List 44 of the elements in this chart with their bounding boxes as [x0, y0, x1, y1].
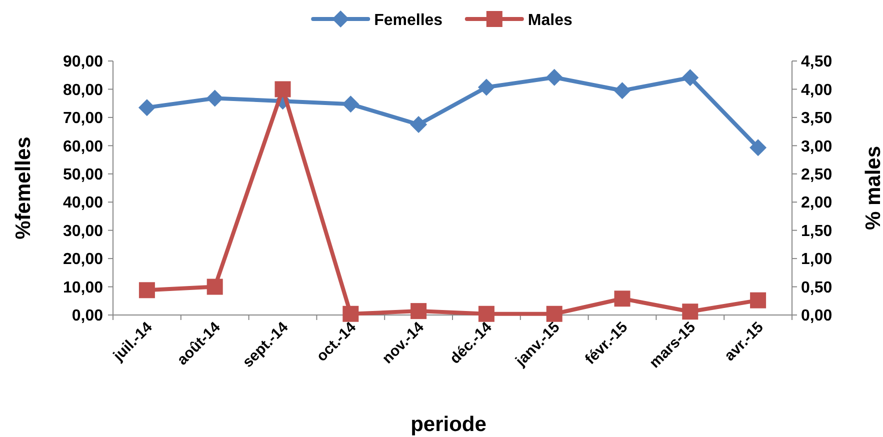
point: [138, 282, 155, 298]
point: [750, 292, 766, 308]
y-tick-label: 10,00: [62, 279, 104, 296]
point: [546, 68, 563, 86]
y-tick-label: 60,00: [62, 138, 104, 156]
y2-tick-label: 2,50: [801, 166, 832, 184]
point: [682, 304, 698, 320]
legend-label: Males: [528, 12, 572, 29]
point: [546, 306, 562, 322]
y-tick-label: 0,00: [72, 308, 104, 325]
point: [410, 116, 428, 133]
point: [750, 139, 767, 156]
point: [206, 278, 223, 295]
y2-axis-title: % males: [862, 146, 883, 230]
y-tick-label: 40,00: [62, 194, 104, 212]
point: [206, 90, 224, 107]
y-tick-label: 90,00: [62, 54, 104, 71]
point: [274, 81, 291, 98]
y-tick-label: 70,00: [62, 110, 104, 128]
y2-tick-label: 3,00: [801, 138, 832, 156]
y2-tick-label: 1,50: [801, 222, 832, 240]
y2-tick-label: 1,00: [801, 251, 832, 268]
y2-tick-label: 0,00: [801, 308, 832, 325]
x-axis-title: periode: [410, 413, 486, 436]
point: [614, 82, 631, 100]
point: [342, 306, 359, 322]
legend-label: Femelles: [374, 12, 443, 29]
y2-tick-label: 3,50: [801, 110, 832, 128]
point: [342, 96, 360, 113]
y-tick-label: 80,00: [62, 82, 104, 99]
point: [478, 78, 495, 96]
y-tick-label: 30,00: [62, 222, 104, 240]
y-tick-label: 20,00: [62, 251, 104, 268]
point: [478, 306, 494, 322]
y-axis-title: %femelles: [12, 136, 35, 240]
y2-tick-label: 2,00: [801, 194, 832, 212]
y2-tick-label: 0,50: [801, 279, 832, 296]
y2-tick-label: 4,50: [801, 54, 832, 71]
y2-tick-label: 4,00: [801, 82, 832, 99]
point: [614, 290, 630, 307]
y-tick-label: 50,00: [62, 166, 104, 184]
point: [682, 69, 699, 86]
point: [138, 99, 156, 116]
point: [410, 303, 427, 320]
